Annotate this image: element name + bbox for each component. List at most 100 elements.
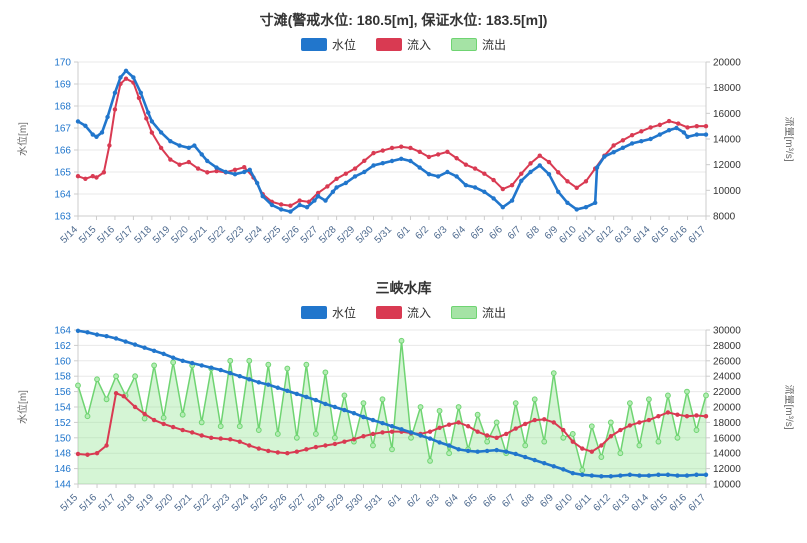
svg-text:28000: 28000 [713, 341, 741, 352]
water-level-legend-label: 水位 [331, 37, 356, 52]
svg-text:8000: 8000 [713, 212, 736, 223]
svg-text:160: 160 [54, 356, 71, 367]
svg-text:165: 165 [54, 168, 71, 179]
sanxia-plot-area: 144 146 148 150 152 154 156 158 160 162 164 10000 12… [16, 326, 794, 514]
svg-text:5/18: 5/18 [115, 492, 137, 514]
outflow-legend-label: 流出 [482, 37, 507, 52]
svg-text:6/4: 6/4 [443, 492, 461, 510]
svg-text:6/3: 6/3 [431, 224, 449, 242]
svg-text:16000: 16000 [713, 109, 741, 120]
svg-text:6/3: 6/3 [424, 492, 442, 510]
sanxia-legend: 水位 流入 流出 [0, 304, 807, 320]
inflow-legend-label: 流入 [406, 37, 431, 52]
svg-text:6/14: 6/14 [629, 492, 651, 514]
sanxia-chart-title: 三峡水库 [375, 280, 432, 296]
inflow-swatch [375, 37, 402, 51]
outflow-legend-label: 流出 [482, 305, 507, 320]
svg-text:6/6: 6/6 [481, 492, 499, 510]
sanxia-chart: 三峡水库 水位 流入 流出 144 146 148 150 152 154 156 158 16… [0, 278, 807, 534]
svg-text:6/16: 6/16 [668, 224, 690, 246]
svg-text:20000: 20000 [713, 403, 741, 414]
svg-text:5/31: 5/31 [363, 492, 385, 514]
svg-text:5/21: 5/21 [172, 492, 194, 514]
svg-text:5/27: 5/27 [298, 224, 320, 246]
svg-text:5/20: 5/20 [169, 224, 191, 246]
legend-item-outflow[interactable]: 流出 [451, 304, 506, 321]
svg-text:5/30: 5/30 [344, 492, 366, 514]
svg-text:6/5: 6/5 [462, 492, 480, 510]
svg-text:5/29: 5/29 [325, 492, 347, 514]
svg-text:170: 170 [54, 58, 71, 69]
svg-text:5/29: 5/29 [335, 224, 357, 246]
svg-text:12000: 12000 [713, 464, 741, 475]
svg-text:150: 150 [54, 433, 71, 444]
svg-text:5/18: 5/18 [132, 224, 154, 246]
svg-text:5/24: 5/24 [229, 492, 251, 514]
svg-text:169: 169 [54, 80, 71, 91]
svg-text:6/7: 6/7 [505, 224, 523, 242]
svg-text:5/25: 5/25 [248, 492, 270, 514]
svg-text:5/30: 5/30 [354, 224, 376, 246]
svg-text:164: 164 [54, 190, 71, 201]
svg-text:24000: 24000 [713, 372, 741, 383]
svg-text:18000: 18000 [713, 83, 741, 94]
svg-text:5/17: 5/17 [96, 492, 118, 514]
reservoir-dashboard: 寸滩(警戒水位: 180.5[m], 保证水位: 183.5[m]) 水位 流入… [0, 10, 807, 534]
svg-text:6/7: 6/7 [500, 492, 518, 510]
svg-text:5/15: 5/15 [77, 224, 99, 246]
svg-text:20000: 20000 [713, 58, 741, 69]
svg-text:164: 164 [54, 326, 71, 337]
svg-text:6/11: 6/11 [572, 492, 593, 513]
cuntan-legend: 水位 流入 流出 [0, 36, 807, 52]
svg-text:5/22: 5/22 [206, 224, 228, 246]
svg-text:5/21: 5/21 [187, 224, 209, 246]
svg-text:5/17: 5/17 [113, 224, 135, 246]
legend-item-outflow[interactable]: 流出 [451, 36, 506, 53]
svg-text:6/4: 6/4 [450, 224, 468, 242]
svg-text:6/17: 6/17 [686, 492, 708, 514]
legend-item-water-level[interactable]: 水位 [300, 36, 356, 53]
svg-text:6/13: 6/13 [612, 224, 634, 246]
svg-text:5/23: 5/23 [210, 492, 232, 514]
svg-text:流量[m³/s]: 流量[m³/s] [783, 385, 794, 430]
svg-text:166: 166 [54, 146, 71, 157]
svg-text:12000: 12000 [713, 160, 741, 171]
svg-text:10000: 10000 [713, 186, 741, 197]
cuntan-plot-area: 163 164 165 166 167 168 169 170 8000 10000 12000 14… [16, 58, 794, 246]
cuntan-chart-title: 寸滩(警戒水位: 180.5[m], 保证水位: 183.5[m]) [259, 12, 548, 28]
svg-text:6/2: 6/2 [413, 224, 431, 242]
water-level-swatch [300, 37, 327, 51]
legend-item-inflow[interactable]: 流入 [375, 304, 431, 321]
svg-text:168: 168 [54, 102, 71, 113]
svg-text:6/8: 6/8 [524, 224, 542, 242]
svg-text:5/28: 5/28 [317, 224, 339, 246]
water-level-swatch [300, 305, 327, 319]
svg-text:5/19: 5/19 [134, 492, 156, 514]
svg-text:5/14: 5/14 [58, 224, 80, 246]
svg-text:5/25: 5/25 [261, 224, 283, 246]
inflow-swatch [375, 305, 402, 319]
outflow-swatch [451, 37, 477, 51]
svg-text:5/15: 5/15 [58, 492, 80, 514]
svg-text:14000: 14000 [713, 135, 741, 146]
legend-item-water-level[interactable]: 水位 [300, 304, 356, 321]
svg-text:6/1: 6/1 [386, 492, 404, 510]
svg-text:5/23: 5/23 [224, 224, 246, 246]
svg-text:6/17: 6/17 [686, 224, 708, 246]
svg-text:163: 163 [54, 212, 71, 223]
svg-text:6/12: 6/12 [591, 492, 613, 514]
svg-text:5/26: 5/26 [267, 492, 289, 514]
water-level-legend-label: 水位 [331, 305, 356, 320]
svg-text:5/19: 5/19 [150, 224, 172, 246]
legend-item-inflow[interactable]: 流入 [375, 36, 431, 53]
svg-text:6/2: 6/2 [405, 492, 423, 510]
inflow-legend-label: 流入 [406, 305, 431, 320]
outflow-swatch [451, 305, 477, 319]
svg-text:148: 148 [54, 449, 71, 460]
svg-text:6/13: 6/13 [610, 492, 632, 514]
svg-text:5/22: 5/22 [191, 492, 213, 514]
svg-text:6/15: 6/15 [649, 224, 671, 246]
svg-text:6/15: 6/15 [648, 492, 670, 514]
svg-text:162: 162 [54, 341, 71, 352]
svg-text:22000: 22000 [713, 387, 741, 398]
